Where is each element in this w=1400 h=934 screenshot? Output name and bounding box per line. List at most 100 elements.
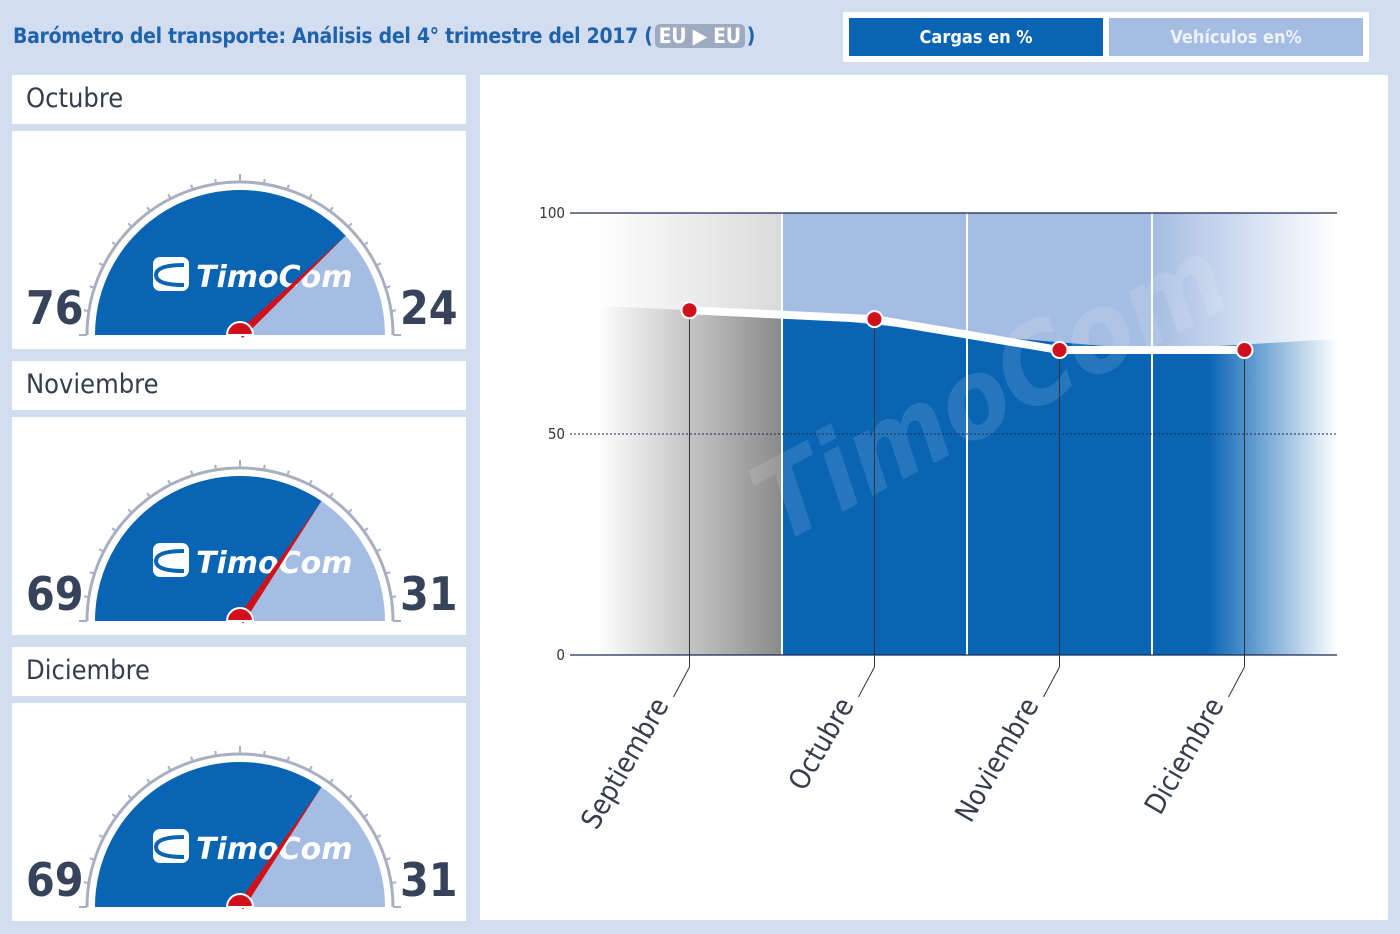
- gauge-noviembre: TimoCom 69 31: [12, 417, 466, 635]
- gauge-tick: [329, 778, 334, 784]
- arrow-right-icon: ▶: [692, 24, 708, 48]
- month-header: Noviembre: [12, 361, 466, 410]
- gauge-tick: [190, 184, 194, 190]
- gauge-tick: [146, 492, 151, 498]
- paren-open: (: [644, 24, 653, 48]
- gauge-tick: [262, 178, 266, 185]
- gauge-hub: [225, 321, 255, 336]
- data-point: [1235, 341, 1254, 360]
- gauge-tick: [98, 834, 105, 839]
- gauge-tick: [190, 470, 194, 476]
- gauge-tick: [375, 548, 382, 553]
- x-tick-label: Noviembre: [948, 692, 1045, 828]
- gauge-tick: [98, 548, 105, 553]
- gauge-tick: [83, 309, 90, 313]
- route-badge: EU ▶ EU: [654, 24, 745, 48]
- gauge-needle: [236, 504, 320, 624]
- gauge-tick: [214, 178, 218, 185]
- gauge-tick: [89, 285, 95, 289]
- month-header: Octubre: [12, 75, 466, 124]
- gauge-left-segment: [95, 476, 322, 621]
- chart-panel: TimoCom 0 50 100 Septiembre Octubre Noviembre D…: [480, 75, 1388, 920]
- gauge-needle: [236, 790, 320, 910]
- gauge-tick: [98, 262, 105, 267]
- y-tick-label: 0: [556, 646, 565, 664]
- gauge-tick: [146, 778, 151, 784]
- gauge-tick: [347, 794, 353, 800]
- svg-text:TimoCom: TimoCom: [196, 832, 353, 867]
- x-tick-label: Diciembre: [1138, 692, 1231, 820]
- gauge-tick: [385, 857, 391, 861]
- svg-text:TimoCom: TimoCom: [196, 546, 353, 581]
- gauge-tick: [347, 222, 353, 228]
- gauge-tick: [286, 756, 290, 762]
- gauge-scale: [85, 752, 395, 908]
- gauge-tick: [385, 571, 391, 575]
- gauge-tick: [363, 813, 369, 818]
- gauge-tick: [83, 881, 90, 885]
- gauge-hub: [225, 607, 255, 622]
- gauge-tick: [308, 765, 313, 772]
- gauge-tick: [390, 881, 397, 885]
- gauge-left-value: 69: [26, 567, 84, 621]
- gauge-right-value: 24: [400, 281, 458, 335]
- gauge-tick: [214, 464, 218, 471]
- series-line: [689, 306, 1245, 355]
- gauge-tick: [146, 206, 151, 212]
- gauge-tick: [308, 193, 313, 200]
- gauge-tick: [111, 241, 117, 246]
- page-title: Barómetro del transporte: Análisis del 4…: [13, 24, 755, 48]
- gauge-scale: [85, 466, 395, 622]
- gauge-tick: [262, 750, 266, 757]
- y-tick-label: 50: [548, 425, 565, 443]
- label-leader: [858, 666, 875, 698]
- gauge-tick: [190, 756, 194, 762]
- gauge-left-value: 69: [26, 853, 84, 907]
- gauge-tick: [167, 193, 172, 200]
- gauge-tick: [375, 262, 382, 267]
- data-point: [680, 301, 699, 320]
- gauge-right-value: 31: [400, 567, 458, 621]
- data-point: [1050, 341, 1069, 360]
- gauge-hub: [225, 893, 255, 908]
- paren-close: ): [746, 24, 756, 48]
- gauge-tick: [329, 206, 334, 212]
- gauge-tick: [286, 184, 290, 190]
- gauge-tick: [89, 857, 95, 861]
- title-text: Barómetro del transporte: Análisis del 4…: [13, 24, 638, 48]
- timocom-logo: TimoCom: [153, 829, 353, 867]
- gauge-tick: [390, 309, 397, 313]
- svg-text:TimoCom: TimoCom: [196, 260, 353, 295]
- gauge-tick: [363, 241, 369, 246]
- label-leader: [1228, 666, 1245, 698]
- gauge-tick: [262, 464, 266, 471]
- gauge-tick: [127, 794, 133, 800]
- route-to: EU: [713, 24, 741, 48]
- gauge-diciembre: TimoCom 69 31: [12, 703, 466, 921]
- gauge-octubre: TimoCom 76 24: [12, 131, 466, 349]
- gauge-left-segment: [95, 762, 322, 907]
- x-tick-label: Septiembre: [574, 692, 675, 835]
- label-leader: [673, 666, 690, 698]
- gauge-tick: [127, 508, 133, 514]
- gauge-tick: [111, 527, 117, 532]
- gauge-tick: [83, 595, 90, 599]
- gauge-needle: [237, 238, 343, 338]
- data-point: [865, 310, 884, 329]
- gauge-tick: [286, 470, 290, 476]
- gauge-tick: [89, 571, 95, 575]
- route-from: EU: [658, 24, 687, 48]
- timocom-logo: TimoCom: [153, 257, 353, 295]
- tab-vehiculos[interactable]: Vehículos en%: [1109, 18, 1363, 56]
- tab-cargas[interactable]: Cargas en %: [849, 18, 1103, 56]
- gauge-tick: [308, 479, 313, 486]
- month-header: Diciembre: [12, 647, 466, 696]
- gauge-tick: [167, 765, 172, 772]
- label-leader: [1043, 666, 1060, 698]
- gauge-tick: [347, 508, 353, 514]
- gauge-tick: [385, 285, 391, 289]
- gauge-tick: [329, 492, 334, 498]
- gauge-scale: [85, 180, 395, 336]
- tab-bar: Cargas en % Vehículos en%: [843, 12, 1369, 62]
